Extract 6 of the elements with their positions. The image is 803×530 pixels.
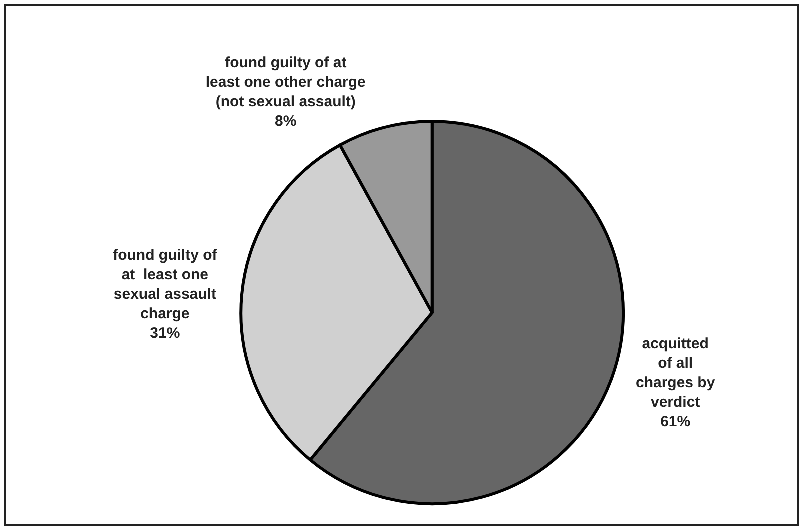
slice-label: acquitted of all charges by verdict	[636, 336, 716, 412]
data-label: 31%	[150, 324, 180, 342]
data-label: 61%	[660, 414, 691, 431]
data-label: 8%	[275, 112, 297, 130]
slice-label: found guilty of at least one other charge (not sexual assault)	[206, 54, 366, 110]
slice-label: found guilty of at least one sexual assault charge	[113, 246, 218, 322]
